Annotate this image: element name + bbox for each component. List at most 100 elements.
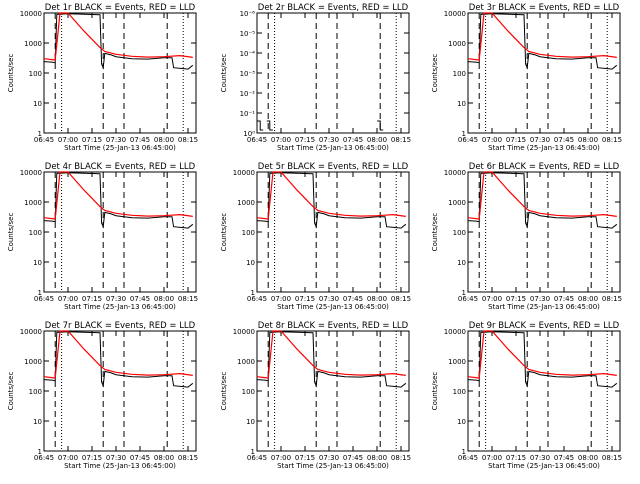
x-tick-label: 06:45 bbox=[247, 136, 267, 144]
y-tick-label: 10000 bbox=[20, 169, 42, 177]
y-tick-label: 1000 bbox=[448, 358, 466, 366]
events-line bbox=[43, 13, 194, 70]
x-axis-label: Start Time (25-Jan-13 06:45:00) bbox=[488, 462, 600, 470]
y-axis-label: Counts/sec bbox=[220, 54, 228, 93]
x-axis-label: Start Time (25-Jan-13 06:45:00) bbox=[64, 303, 176, 311]
y-tick-label: 1 bbox=[251, 448, 255, 456]
plot-frame bbox=[467, 12, 621, 134]
chart-panel-7: Det 7r BLACK = Events, RED = LLD 1 10 100 10… bbox=[7, 321, 198, 470]
x-tick-label: 08:00 bbox=[154, 454, 174, 462]
chart-panel-5: Det 5r BLACK = Events, RED = LLD 1 10 100 10… bbox=[220, 162, 411, 311]
x-tick-label: 07:15 bbox=[295, 454, 315, 462]
y-axis-label: Counts/sec bbox=[431, 213, 439, 252]
det2-spike bbox=[257, 120, 264, 131]
events-line bbox=[256, 172, 407, 229]
plot-frame bbox=[43, 171, 197, 293]
y-tick-label: 1000 bbox=[237, 358, 255, 366]
y-tick-label: 10 bbox=[33, 418, 42, 426]
chart-panel-4: Det 4r BLACK = Events, RED = LLD 1 10 100 10… bbox=[7, 162, 198, 311]
chart-title: Det 9r BLACK = Events, RED = LLD bbox=[469, 321, 620, 331]
plot-frame bbox=[256, 12, 410, 134]
y-tick-label: 1 bbox=[462, 130, 466, 138]
x-tick-label: 07:15 bbox=[295, 295, 315, 303]
chart-panel-9: Det 9r BLACK = Events, RED = LLD 1 10 100 10… bbox=[431, 321, 622, 470]
y-tick-label: 10⁻¹ bbox=[240, 110, 256, 118]
chart-title: Det 2r BLACK = Events, RED = LLD bbox=[258, 3, 409, 13]
x-tick-label: 07:30 bbox=[530, 295, 550, 303]
det2-spike bbox=[377, 120, 384, 131]
x-tick-label: 07:00 bbox=[58, 454, 78, 462]
y-tick-label: 1000 bbox=[448, 199, 466, 207]
x-tick-label: 07:30 bbox=[530, 136, 550, 144]
x-tick-label: 06:45 bbox=[247, 295, 267, 303]
x-tick-label: 08:00 bbox=[578, 136, 598, 144]
y-tick-label: 1000 bbox=[24, 358, 42, 366]
x-tick-label: 06:45 bbox=[458, 136, 478, 144]
chart-title: Det 3r BLACK = Events, RED = LLD bbox=[469, 3, 620, 13]
y-axis-label: Counts/sec bbox=[220, 213, 228, 252]
y-tick-label: 10⁻⁴ bbox=[240, 50, 256, 58]
x-tick-label: 07:30 bbox=[319, 136, 339, 144]
det2-spike bbox=[266, 120, 273, 131]
x-tick-label: 07:30 bbox=[319, 295, 339, 303]
x-tick-label: 07:15 bbox=[295, 136, 315, 144]
x-tick-label: 07:45 bbox=[554, 136, 574, 144]
y-tick-label: 10 bbox=[457, 418, 466, 426]
y-tick-label: 100 bbox=[29, 229, 42, 237]
events-line bbox=[256, 331, 407, 388]
y-tick-label: 100 bbox=[242, 388, 255, 396]
y-tick-label: 1 bbox=[462, 448, 466, 456]
x-axis-label: Start Time (25-Jan-13 06:45:00) bbox=[277, 462, 389, 470]
y-tick-label: 1000 bbox=[448, 40, 466, 48]
y-axis-label: Counts/sec bbox=[7, 372, 15, 411]
chart-panel-1: Det 1r BLACK = Events, RED = LLD 1 10 100 10… bbox=[7, 3, 198, 152]
y-tick-label: 10⁰ bbox=[243, 130, 255, 138]
x-tick-label: 07:30 bbox=[530, 454, 550, 462]
x-tick-label: 07:30 bbox=[106, 136, 126, 144]
x-axis-label: Start Time (25-Jan-13 06:45:00) bbox=[64, 144, 176, 152]
plot-frame bbox=[467, 330, 621, 452]
chart-title: Det 8r BLACK = Events, RED = LLD bbox=[258, 321, 409, 331]
y-tick-label: 1 bbox=[251, 289, 255, 297]
x-tick-label: 07:15 bbox=[82, 454, 102, 462]
x-tick-label: 07:15 bbox=[82, 136, 102, 144]
y-tick-label: 100 bbox=[453, 388, 466, 396]
y-axis-label: Counts/sec bbox=[7, 54, 15, 93]
plot-frame bbox=[256, 330, 410, 452]
x-tick-label: 08:15 bbox=[178, 454, 198, 462]
y-tick-label: 10000 bbox=[444, 169, 466, 177]
y-tick-label: 10000 bbox=[444, 328, 466, 336]
x-tick-label: 08:15 bbox=[602, 136, 622, 144]
y-tick-label: 1 bbox=[38, 448, 42, 456]
x-tick-label: 07:45 bbox=[554, 295, 574, 303]
plot-frame bbox=[256, 171, 410, 293]
lld-line bbox=[256, 171, 406, 220]
x-tick-label: 07:00 bbox=[271, 136, 291, 144]
x-tick-label: 07:30 bbox=[106, 454, 126, 462]
y-tick-label: 10⁻² bbox=[240, 90, 256, 98]
x-tick-label: 07:45 bbox=[343, 295, 363, 303]
y-tick-label: 10000 bbox=[20, 10, 42, 18]
x-tick-label: 07:15 bbox=[506, 136, 526, 144]
x-tick-label: 07:45 bbox=[343, 136, 363, 144]
x-axis-label: Start Time (25-Jan-13 06:45:00) bbox=[488, 303, 600, 311]
y-tick-label: 1000 bbox=[24, 40, 42, 48]
chart-title: Det 1r BLACK = Events, RED = LLD bbox=[45, 3, 196, 13]
chart-title: Det 7r BLACK = Events, RED = LLD bbox=[45, 321, 196, 331]
y-tick-label: 10000 bbox=[444, 10, 466, 18]
x-tick-label: 06:45 bbox=[247, 454, 267, 462]
x-axis-label: Start Time (25-Jan-13 06:45:00) bbox=[277, 303, 389, 311]
x-axis-label: Start Time (25-Jan-13 06:45:00) bbox=[277, 144, 389, 152]
x-tick-label: 07:30 bbox=[319, 454, 339, 462]
x-tick-label: 07:15 bbox=[82, 295, 102, 303]
y-tick-label: 10 bbox=[457, 259, 466, 267]
plot-frame bbox=[43, 330, 197, 452]
y-tick-label: 100 bbox=[29, 388, 42, 396]
x-tick-label: 06:45 bbox=[34, 136, 54, 144]
lld-line bbox=[43, 171, 193, 220]
events-line bbox=[43, 331, 194, 388]
x-tick-label: 06:45 bbox=[458, 454, 478, 462]
events-line bbox=[467, 172, 618, 229]
y-tick-label: 10 bbox=[33, 100, 42, 108]
